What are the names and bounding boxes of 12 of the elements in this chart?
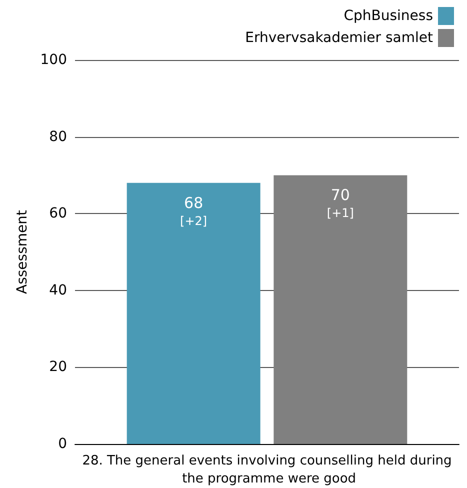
y-tick-label: 60 (49, 206, 67, 222)
y-axis-title: Assessment (14, 210, 30, 294)
y-tick-label: 0 (58, 436, 67, 452)
y-tick-label: 100 (40, 52, 67, 68)
legend-label: Erhvervsakademier samlet (245, 30, 434, 46)
data-label: 68 [+2] (180, 194, 208, 228)
data-label: 70 [+1] (326, 186, 354, 220)
y-tick-label: 20 (49, 359, 67, 376)
legend-label: CphBusiness (344, 8, 433, 24)
y-tick-label: 80 (49, 128, 67, 145)
x-tick-label: 28. The general events involving counselling held during the programme were good (82, 454, 452, 486)
y-tick-label: 40 (49, 282, 67, 298)
